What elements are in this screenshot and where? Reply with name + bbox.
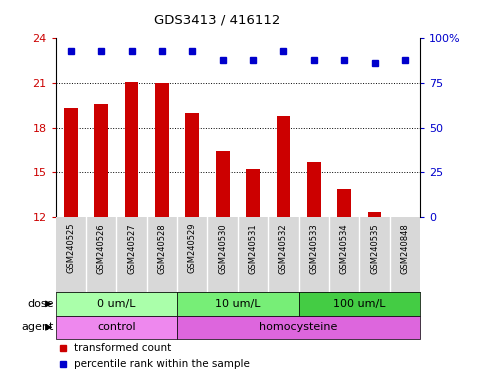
Text: GSM240527: GSM240527 xyxy=(127,223,136,273)
Text: GDS3413 / 416112: GDS3413 / 416112 xyxy=(154,14,281,27)
Text: GSM240532: GSM240532 xyxy=(279,223,288,273)
Text: transformed count: transformed count xyxy=(74,343,171,353)
Text: dose: dose xyxy=(28,299,54,309)
Bar xyxy=(277,116,290,217)
Bar xyxy=(338,189,351,217)
Bar xyxy=(185,113,199,217)
Bar xyxy=(155,83,169,217)
Bar xyxy=(177,292,298,316)
Bar xyxy=(94,104,108,217)
Text: 100 um/L: 100 um/L xyxy=(333,299,386,309)
Text: homocysteine: homocysteine xyxy=(259,322,338,332)
Bar xyxy=(216,151,229,217)
Text: GSM240533: GSM240533 xyxy=(309,223,318,274)
Bar xyxy=(56,292,177,316)
Text: control: control xyxy=(97,322,136,332)
Text: GSM240534: GSM240534 xyxy=(340,223,349,273)
Text: 0 um/L: 0 um/L xyxy=(97,299,136,309)
Text: GSM240535: GSM240535 xyxy=(370,223,379,273)
Text: GSM240526: GSM240526 xyxy=(97,223,106,273)
Text: GSM240531: GSM240531 xyxy=(249,223,257,273)
Bar xyxy=(56,316,177,339)
Bar xyxy=(368,212,382,217)
Bar xyxy=(64,108,78,217)
Bar xyxy=(298,292,420,316)
Text: agent: agent xyxy=(22,322,54,332)
Bar xyxy=(307,162,321,217)
Bar xyxy=(246,169,260,217)
Bar xyxy=(125,81,138,217)
Text: GSM240528: GSM240528 xyxy=(157,223,167,273)
Bar xyxy=(177,316,420,339)
Text: 10 um/L: 10 um/L xyxy=(215,299,261,309)
Text: GSM240529: GSM240529 xyxy=(188,223,197,273)
Text: percentile rank within the sample: percentile rank within the sample xyxy=(74,359,250,369)
Text: GSM240525: GSM240525 xyxy=(66,223,75,273)
Text: GSM240848: GSM240848 xyxy=(400,223,410,274)
Text: GSM240530: GSM240530 xyxy=(218,223,227,273)
